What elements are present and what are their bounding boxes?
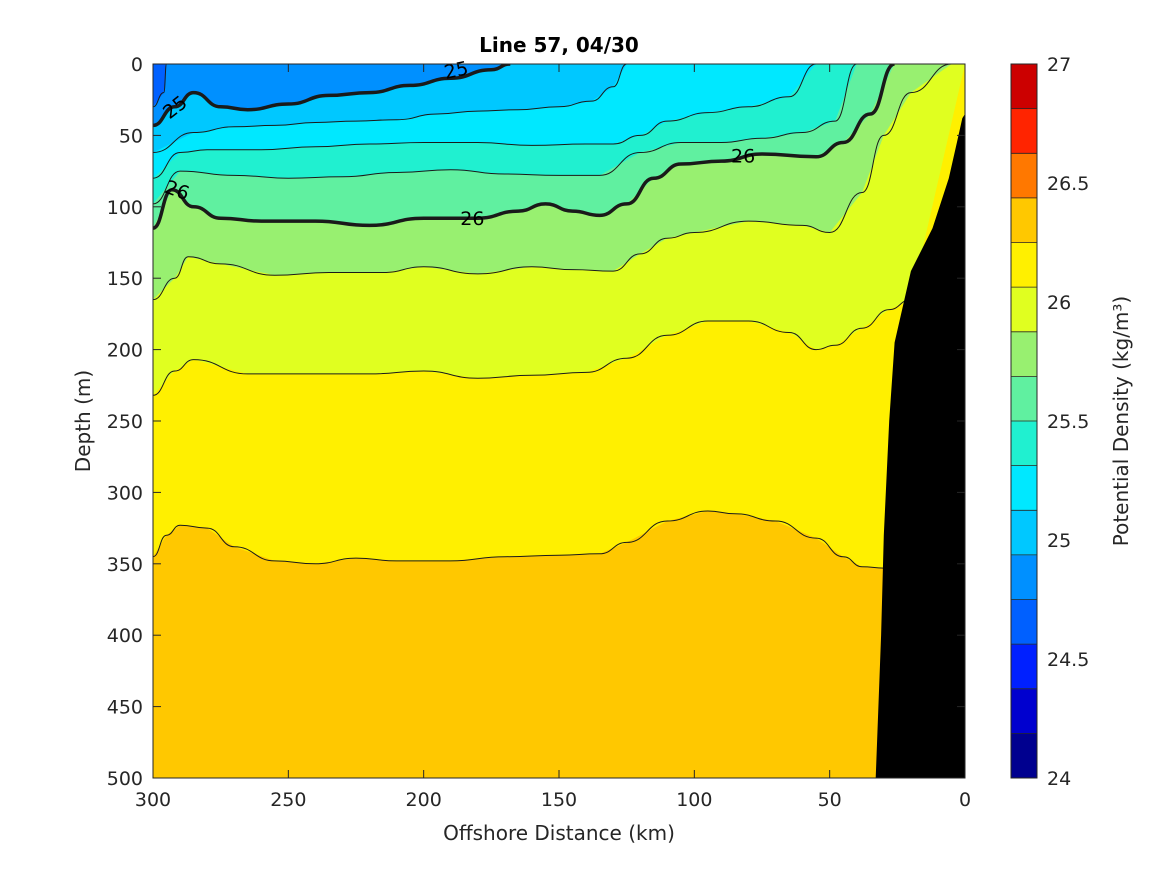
x-axis-ticks: 300 250 200 150 100 50 0 (135, 64, 971, 811)
y-tick-label: 400 (107, 625, 143, 647)
colorbar-swatch (1011, 153, 1037, 199)
colorbar-tick-label: 24.5 (1047, 649, 1089, 671)
x-tick-label: 100 (676, 789, 712, 811)
x-tick-label: 0 (959, 789, 971, 811)
contour-label-3: 26 (460, 208, 484, 230)
colorbar-tick-label: 26.5 (1047, 173, 1089, 195)
y-tick-label: 300 (107, 482, 143, 504)
contour-label-text: 26 (731, 145, 755, 167)
colorbar: 24 24.5 25 25.5 26 26.5 27 (1010, 54, 1089, 790)
colorbar-swatch (1011, 331, 1037, 377)
colorbar-tick-label: 24 (1047, 768, 1071, 790)
colorbar-frame (1010, 63, 1038, 779)
y-tick-label: 250 (107, 411, 143, 433)
y-tick-label: 0 (131, 54, 143, 76)
x-tick-label: 300 (135, 789, 171, 811)
colorbar-swatch (1011, 733, 1037, 779)
x-tick-label: 150 (541, 789, 577, 811)
contour-label-text: 25 (442, 57, 470, 84)
contour-label-text: 26 (460, 208, 484, 230)
y-tick-label: 50 (119, 125, 143, 147)
isopycnal-26-25 (153, 64, 952, 301)
y-axis-label: Depth (m) (71, 370, 95, 472)
colorbar-swatch (1011, 376, 1037, 422)
x-tick-label: 50 (818, 789, 842, 811)
y-axis-ticks: 0 50 100 150 200 250 300 350 400 450 500 (107, 54, 965, 790)
isopycnal-contours (153, 64, 965, 569)
colorbar-swatch (1011, 108, 1037, 154)
colorbar-swatch (1011, 197, 1037, 243)
colorbar-swatch (1011, 421, 1037, 467)
x-axis-label: Offshore Distance (km) (443, 821, 675, 845)
isopycnal-25 (153, 64, 511, 128)
contour-label-0: 25 (442, 57, 470, 84)
colorbar-tick-label: 27 (1047, 54, 1071, 76)
x-tick-label: 250 (270, 789, 306, 811)
colorbar-swatch (1011, 242, 1037, 288)
density-bands (153, 64, 965, 778)
colorbar-swatch (1011, 644, 1037, 690)
colorbar-swatch (1011, 64, 1037, 110)
isopycnal-26 (153, 64, 896, 230)
colorbar-tick-label: 25.5 (1047, 411, 1089, 433)
y-tick-label: 450 (107, 697, 143, 719)
y-tick-label: 500 (107, 768, 143, 790)
bathymetry (873, 114, 965, 778)
y-tick-label: 200 (107, 340, 143, 362)
isopycnal-25-75 (153, 64, 857, 205)
colorbar-tick-label: 25 (1047, 530, 1071, 552)
x-tick-label: 200 (406, 789, 442, 811)
isopycnal-25-25 (153, 64, 627, 153)
colorbar-swatch (1011, 599, 1037, 645)
isopycnal-26-75 (153, 510, 965, 569)
chart-title: Line 57, 04/30 (479, 33, 639, 57)
band-25 (153, 64, 965, 126)
colorbar-swatch (1011, 554, 1037, 600)
colorbar-swatch (1011, 287, 1037, 333)
y-tick-label: 350 (107, 554, 143, 576)
isopycnal-26-5 (153, 299, 911, 396)
y-tick-label: 150 (107, 268, 143, 290)
contour-label-4: 26 (731, 145, 755, 167)
isopycnal-25-5 (153, 64, 817, 179)
colorbar-swatch (1011, 465, 1037, 511)
isopycnal-24-75 (153, 64, 167, 108)
colorbar-swatch (1011, 510, 1037, 556)
colorbar-label: Potential Density (kg/m³) (1109, 296, 1133, 547)
y-tick-label: 100 (107, 197, 143, 219)
colorbar-swatch (1011, 688, 1037, 734)
colorbar-tick-label: 26 (1047, 292, 1071, 314)
